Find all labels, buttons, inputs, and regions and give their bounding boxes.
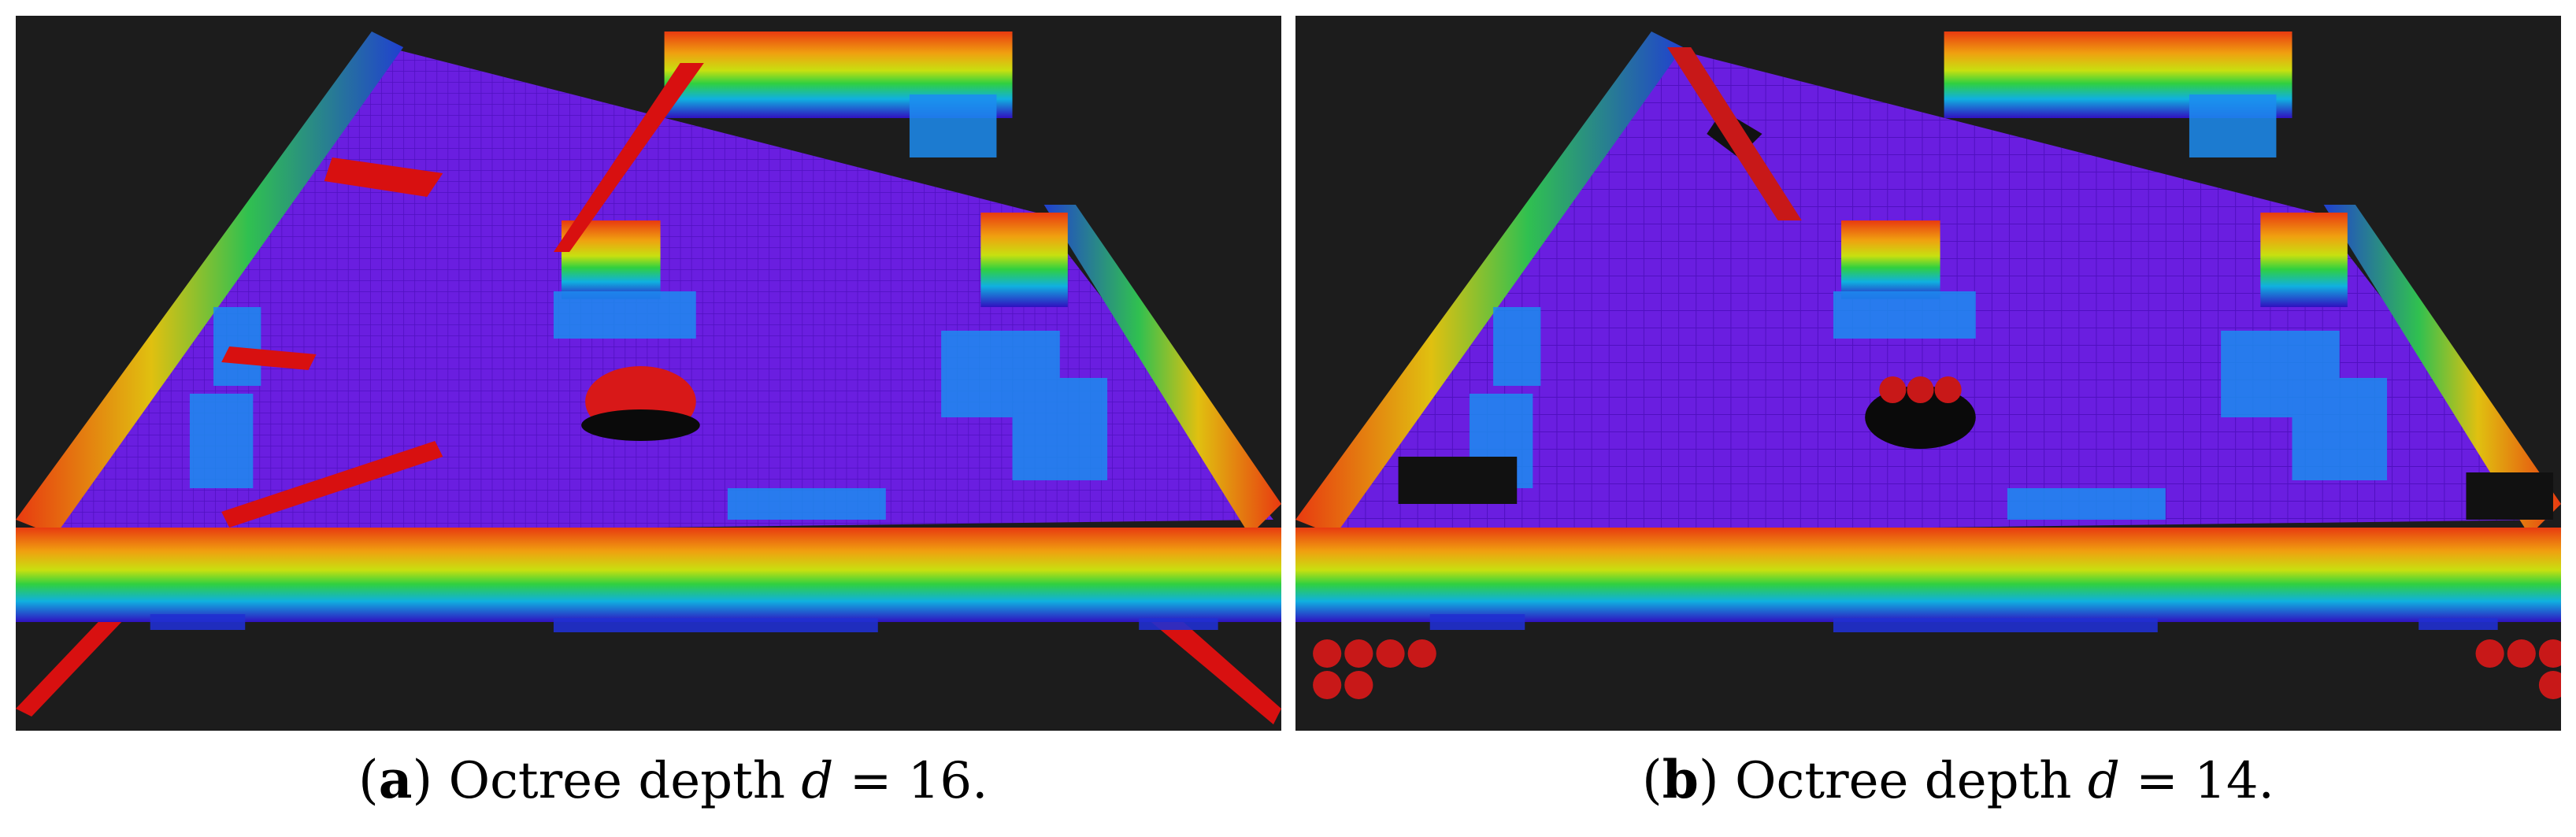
right-wall: [1043, 205, 1281, 535]
caption-text: Octree depth: [448, 752, 786, 810]
clutter-objects: [1469, 94, 2388, 520]
front-wall: [1295, 528, 2561, 622]
equals-sign: =: [849, 752, 892, 810]
octree-map-panel-b: [1295, 16, 2561, 731]
subfigure-label: (a): [358, 749, 433, 810]
octree-map-render-b: [1295, 31, 2561, 699]
center-pillar: [1841, 220, 1940, 299]
front-wall: [16, 528, 1281, 622]
right-pillar: [980, 213, 1068, 307]
octree-map-panel-a: [16, 16, 1281, 731]
equals-sign: =: [2136, 752, 2178, 810]
clutter-objects: [189, 94, 1108, 520]
stray-rays: [1313, 47, 2561, 699]
right-wall: [2323, 205, 2561, 535]
depth-variable: d: [2087, 752, 2120, 810]
caption-a: (a) Octree depth d = 16.: [358, 744, 988, 815]
left-wall: [16, 31, 404, 535]
caption-b: (b) Octree depth d = 14.: [1642, 744, 2274, 815]
octree-map-render-a: [16, 31, 1281, 724]
caption-text: Octree depth: [1735, 752, 2072, 810]
robot-voxels: [1879, 376, 1962, 403]
left-wall: [1295, 31, 1684, 535]
robot-shadow: [581, 409, 700, 441]
subfigure-label: (b): [1642, 749, 1719, 810]
right-pillar: [2260, 213, 2348, 307]
depth-variable: d: [801, 752, 834, 810]
depth-value: 16.: [907, 752, 988, 810]
depth-value: 14.: [2194, 752, 2274, 810]
